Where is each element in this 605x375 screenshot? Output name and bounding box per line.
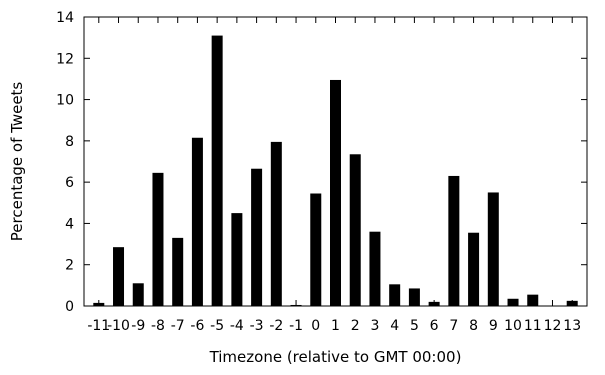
bar-4 <box>389 284 401 306</box>
bar-7 <box>448 175 460 306</box>
bar--4 <box>231 213 243 306</box>
bar-5 <box>408 288 420 306</box>
y-tick-label: 12 <box>56 51 74 67</box>
bar-8 <box>468 232 480 306</box>
x-tick-label: 9 <box>489 318 498 334</box>
x-tick-label: 1 <box>331 318 340 334</box>
bar--8 <box>152 172 164 306</box>
x-tick-label: -1 <box>289 318 303 334</box>
x-axis-ticks: -11-10 -9 -8 -7 -6 -5 -4 -3 -2 -1 0 1 2 3 4 5 6 7 8 9 10 11 12… <box>87 17 581 334</box>
bar-2 <box>349 154 361 306</box>
x-tick-label: -11 <box>87 318 110 334</box>
x-tick-label: -2 <box>269 318 283 334</box>
x-tick-label: -7 <box>171 318 185 334</box>
x-tick-label: 5 <box>410 318 419 334</box>
bar--9 <box>132 283 144 306</box>
x-tick-label: 12 <box>544 318 562 334</box>
bars-group <box>93 35 578 307</box>
y-tick-label: 14 <box>56 10 74 26</box>
x-tick-label: 7 <box>449 318 458 334</box>
x-tick-label: 11 <box>524 318 542 334</box>
x-tick-label: 0 <box>311 318 320 334</box>
y-tick-label: 0 <box>65 299 74 315</box>
y-tick-label: 4 <box>65 216 74 232</box>
x-tick-label: 8 <box>469 318 478 334</box>
x-tick-label: -4 <box>230 318 244 334</box>
bar-0 <box>310 193 322 306</box>
x-tick-label: 10 <box>504 318 522 334</box>
x-tick-label: -6 <box>190 318 204 334</box>
x-tick-label: -10 <box>107 318 130 334</box>
x-tick-label: -8 <box>151 318 165 334</box>
y-tick-label: 10 <box>56 93 74 109</box>
x-tick-label: -3 <box>250 318 264 334</box>
x-tick-label: 4 <box>390 318 399 334</box>
y-axis-title: Percentage of Tweets <box>8 82 26 242</box>
y-tick-label: 2 <box>65 258 74 274</box>
y-tick-label: 8 <box>65 134 74 150</box>
bar--6 <box>191 137 203 306</box>
bar--7 <box>172 237 184 306</box>
x-tick-label: -5 <box>210 318 224 334</box>
y-tick-label: 6 <box>65 175 74 191</box>
x-tick-label: 6 <box>430 318 439 334</box>
x-axis-title: Timezone (relative to GMT 00:00) <box>209 348 462 366</box>
plot-frame <box>83 16 588 307</box>
x-tick-label: 13 <box>563 318 581 334</box>
bar-1 <box>330 79 341 307</box>
bar--10 <box>113 247 125 306</box>
x-tick-label: 2 <box>351 318 360 334</box>
bar--2 <box>270 141 282 306</box>
y-axis-ticks: 0 2 4 6 8 10 12 14 <box>56 10 587 315</box>
bar-9 <box>487 192 499 306</box>
bar--5 <box>211 35 223 306</box>
x-tick-label: 3 <box>370 318 379 334</box>
bar--3 <box>251 168 263 306</box>
bar-3 <box>369 231 381 306</box>
x-tick-label: -9 <box>131 318 145 334</box>
